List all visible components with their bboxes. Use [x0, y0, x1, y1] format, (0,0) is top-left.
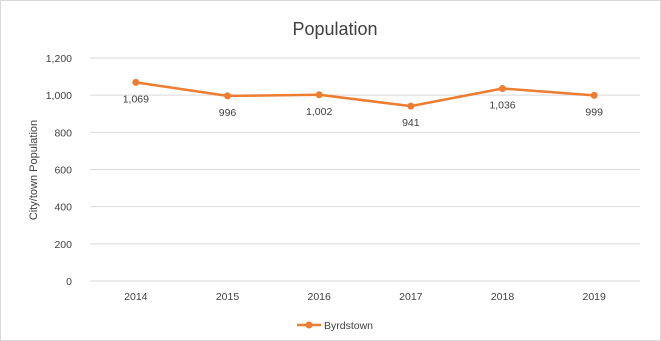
data-point[interactable]	[407, 102, 415, 110]
y-axis-label: City/town Population	[28, 120, 40, 220]
x-tick-label: 2016	[307, 291, 331, 303]
x-tick-labels: 2014 2015 2016 2017 2018 2019	[124, 291, 606, 303]
y-tick-label: 1,000	[46, 90, 72, 102]
series-line	[135, 81, 595, 108]
gridlines	[90, 57, 640, 282]
data-label: 996	[219, 107, 237, 119]
data-point[interactable]	[499, 84, 506, 92]
x-tick-label: 2017	[399, 291, 423, 303]
data-point[interactable]	[224, 92, 231, 100]
x-tick-label: 2014	[124, 291, 148, 303]
data-point[interactable]	[590, 91, 598, 99]
data-label: 1,036	[489, 99, 515, 111]
data-label: 941	[402, 117, 420, 129]
data-point[interactable]	[315, 91, 323, 99]
y-tick-label: 400	[54, 202, 72, 214]
data-label: 1,069	[123, 93, 149, 105]
legend[interactable]: Byrdstown	[297, 320, 373, 332]
data-labels: 1,069 996 1,002 941 1,036 999	[123, 93, 603, 129]
data-point[interactable]	[132, 78, 140, 86]
data-label: 999	[585, 106, 603, 118]
x-tick-label: 2015	[216, 291, 240, 303]
y-tick-label: 0	[66, 276, 72, 288]
legend-swatch-marker	[305, 321, 313, 329]
y-tick-labels: 0 200 400 600 800 1,000 1,200	[46, 53, 72, 288]
y-tick-label: 1,200	[46, 53, 72, 65]
x-tick-label: 2018	[491, 291, 515, 303]
x-tick-label: 2019	[582, 291, 606, 303]
y-tick-label: 200	[54, 239, 72, 251]
legend-label-byrdstown: Byrdstown	[324, 320, 373, 332]
data-label: 1,002	[306, 106, 332, 118]
y-tick-label: 800	[54, 127, 72, 139]
y-tick-label: 600	[54, 165, 72, 177]
chart-title: Population	[292, 19, 377, 39]
series-byrdstown	[132, 78, 598, 110]
